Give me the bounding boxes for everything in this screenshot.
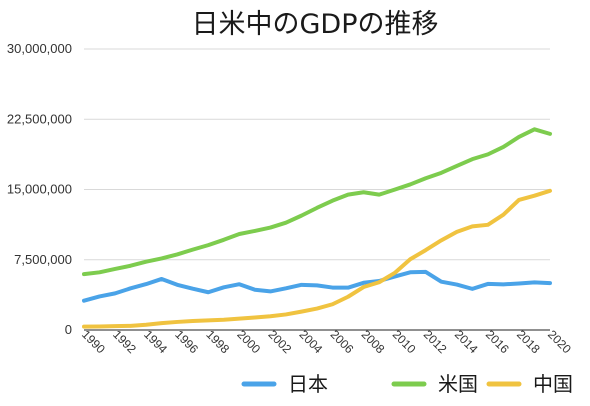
x-tick-label: 2018: [514, 327, 543, 356]
x-axis-tick-labels: 1990 1992 1994 1996 1998 2000 2002 2004 2006 2008…: [79, 327, 574, 356]
series-line-1: [82, 127, 552, 277]
x-tick-label: 2020: [545, 327, 574, 356]
legend: 日本 米国 中国: [241, 372, 573, 396]
y-tick-label: 7,500,000: [14, 252, 72, 267]
x-tick-label: 1994: [141, 327, 170, 356]
x-tick-label: 1990: [79, 327, 108, 356]
x-tick-label: 2000: [234, 327, 263, 356]
x-tick-label: 2002: [265, 327, 294, 356]
grid-lines: [84, 48, 550, 261]
series-line-2: [82, 188, 552, 329]
y-tick-label: 15,000,000: [7, 182, 72, 197]
series-lines: [82, 127, 552, 329]
x-tick-label: 2004: [297, 327, 326, 356]
legend-label-2: 中国: [533, 372, 573, 396]
x-tick-label: 1996: [172, 327, 201, 356]
y-axis-tick-labels: 0 7,500,000 15,000,000 22,500,000 30,000,000: [7, 41, 72, 337]
series-line-0: [82, 269, 552, 303]
x-tick-label: 2014: [452, 327, 481, 356]
x-tick-label: 2008: [359, 327, 388, 356]
legend-label-0: 日本: [288, 372, 328, 396]
x-tick-label: 1998: [203, 327, 232, 356]
x-tick-label: 2016: [483, 327, 512, 356]
x-tick-label: 2012: [421, 327, 450, 356]
x-tick-label: 2006: [328, 327, 357, 356]
chart-title: 日米中のGDPの推移: [192, 9, 439, 40]
legend-label-1: 米国: [438, 372, 478, 396]
x-tick-label: 2010: [390, 327, 419, 356]
x-tick-label: 1992: [110, 327, 139, 356]
y-tick-label: 30,000,000: [7, 41, 72, 56]
y-tick-label: 22,500,000: [7, 111, 72, 126]
y-tick-label: 0: [65, 322, 72, 337]
